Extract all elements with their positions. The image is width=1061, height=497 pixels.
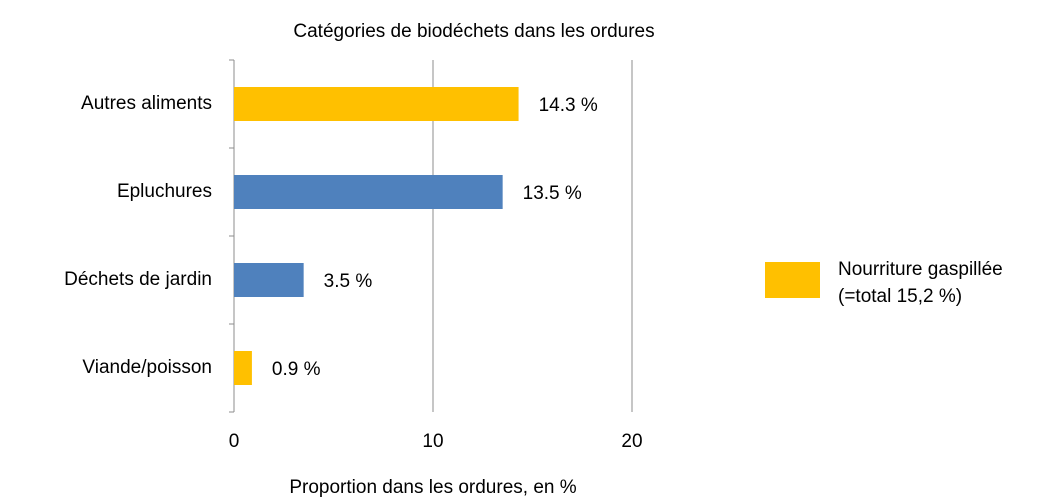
x-tick-label: 0 [229,431,240,452]
bar [234,87,519,121]
legend-label: (=total 15,2 %) [838,286,962,307]
data-label: 0.9 % [272,359,321,380]
data-label: 14.3 % [539,95,598,116]
y-tick-label: Déchets de jardin [64,269,212,290]
x-tick-label: 20 [621,431,642,452]
bar [234,263,304,297]
x-axis-label: Proportion dans les ordures, en % [289,477,576,497]
x-tick-label: 10 [422,431,443,452]
legend-swatch [765,262,820,298]
bar [234,175,503,209]
bar [234,351,252,385]
y-tick-label: Viande/poisson [82,357,212,378]
chart-title: Catégories de biodéchets dans les ordure… [293,21,654,42]
legend-label: Nourriture gaspillée [838,259,1003,280]
data-label: 3.5 % [324,271,373,292]
y-tick-label: Epluchures [117,181,212,202]
data-label: 13.5 % [523,183,582,204]
y-tick-label: Autres aliments [81,93,212,114]
